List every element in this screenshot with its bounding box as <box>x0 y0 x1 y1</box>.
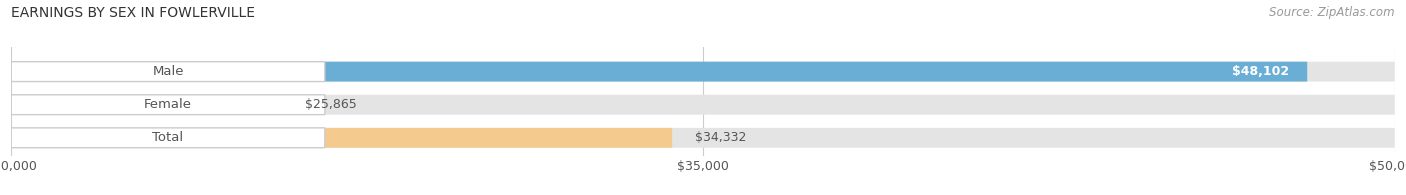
FancyBboxPatch shape <box>11 62 1395 82</box>
Text: Female: Female <box>143 98 193 111</box>
FancyBboxPatch shape <box>11 95 325 115</box>
Text: $48,102: $48,102 <box>1232 65 1289 78</box>
Text: Male: Male <box>152 65 184 78</box>
FancyBboxPatch shape <box>11 95 281 115</box>
Text: EARNINGS BY SEX IN FOWLERVILLE: EARNINGS BY SEX IN FOWLERVILLE <box>11 6 256 20</box>
Text: $34,332: $34,332 <box>695 131 747 144</box>
Text: Total: Total <box>152 131 184 144</box>
FancyBboxPatch shape <box>11 128 672 148</box>
FancyBboxPatch shape <box>11 95 1395 115</box>
FancyBboxPatch shape <box>11 128 1395 148</box>
FancyBboxPatch shape <box>11 62 1308 82</box>
FancyBboxPatch shape <box>11 128 325 148</box>
FancyBboxPatch shape <box>11 62 325 82</box>
Text: Source: ZipAtlas.com: Source: ZipAtlas.com <box>1270 6 1395 19</box>
Text: $25,865: $25,865 <box>305 98 357 111</box>
